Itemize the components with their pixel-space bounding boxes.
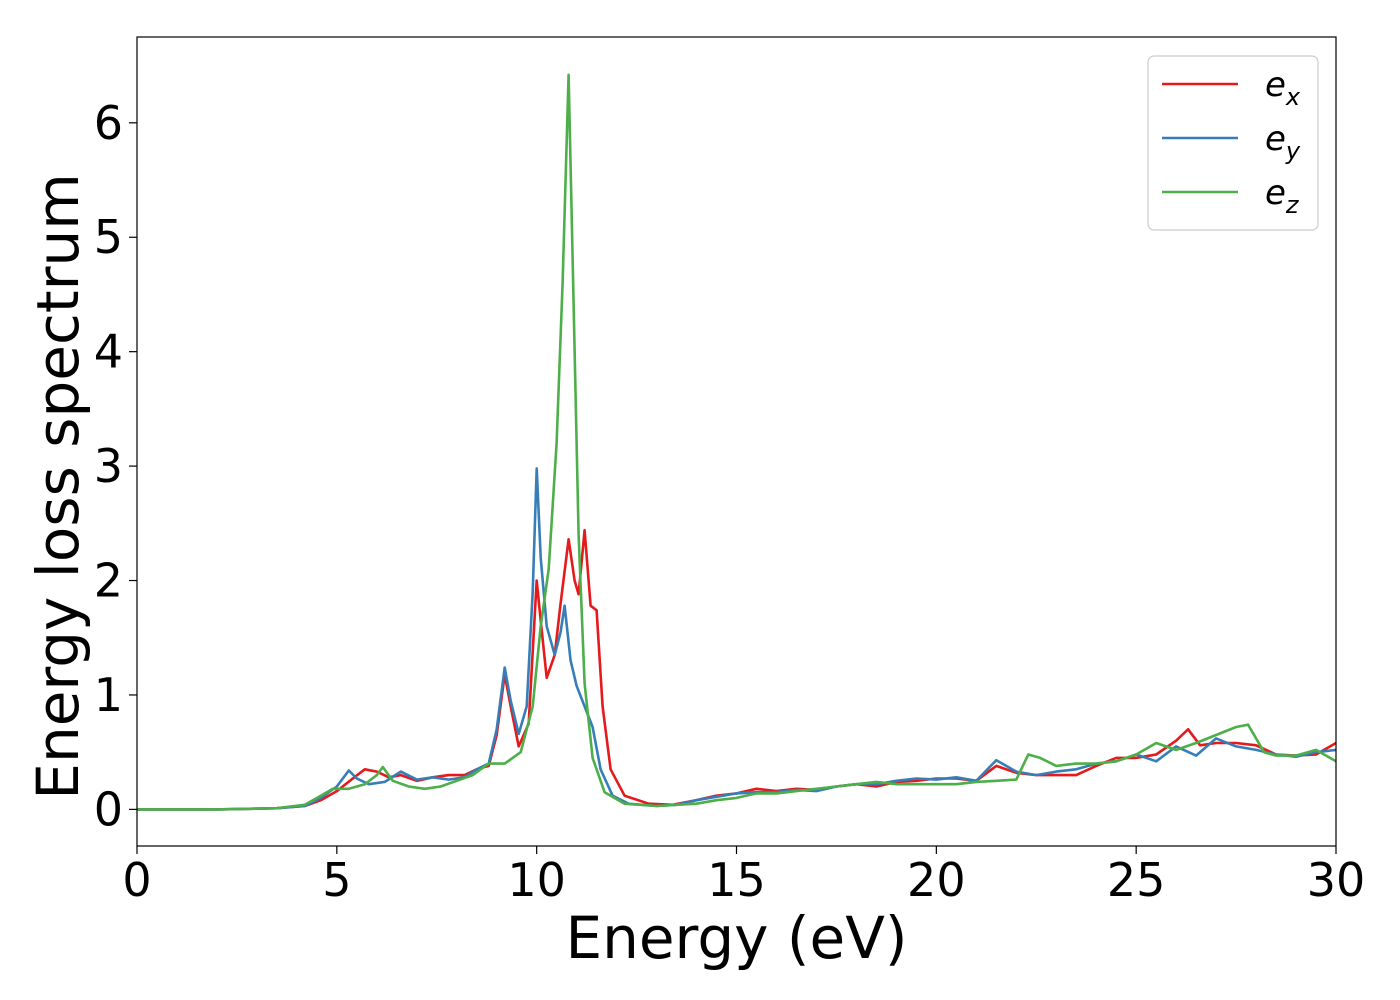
x-tick-label: 0 [122, 853, 151, 907]
y-tick-label: 1 [94, 668, 123, 722]
x-axis-title: Energy (eV) [565, 904, 907, 972]
y-axis-title: Energy loss spectrum [24, 173, 92, 799]
x-tick-label: 10 [507, 853, 566, 907]
y-tick-label: 2 [94, 554, 123, 608]
y-tick-label: 4 [94, 325, 123, 379]
x-tick-label: 5 [322, 853, 351, 907]
x-tick-label: 30 [1307, 853, 1366, 907]
x-tick-label: 15 [707, 853, 766, 907]
y-tick-label: 5 [94, 210, 123, 264]
legend: ex ey ez [1147, 55, 1319, 231]
legend-label-y: ey [1265, 119, 1301, 165]
series-line-x [137, 528, 1336, 811]
series-line-y [137, 467, 1336, 811]
y-tick-label: 0 [94, 782, 123, 836]
legend-frame [1147, 55, 1319, 231]
plot-area [137, 73, 1336, 811]
x-tick-label: 20 [907, 853, 966, 907]
y-tick-label: 3 [94, 439, 123, 493]
legend-label-z: ez [1265, 173, 1300, 219]
x-axis: 0 5 10 15 20 25 30 [122, 846, 1365, 907]
x-tick-label: 25 [1107, 853, 1166, 907]
series-line-z [137, 73, 1336, 811]
y-tick-label: 6 [94, 96, 123, 150]
y-axis: 0 1 2 3 4 5 6 [94, 96, 137, 836]
legend-label-x: ex [1265, 65, 1301, 111]
